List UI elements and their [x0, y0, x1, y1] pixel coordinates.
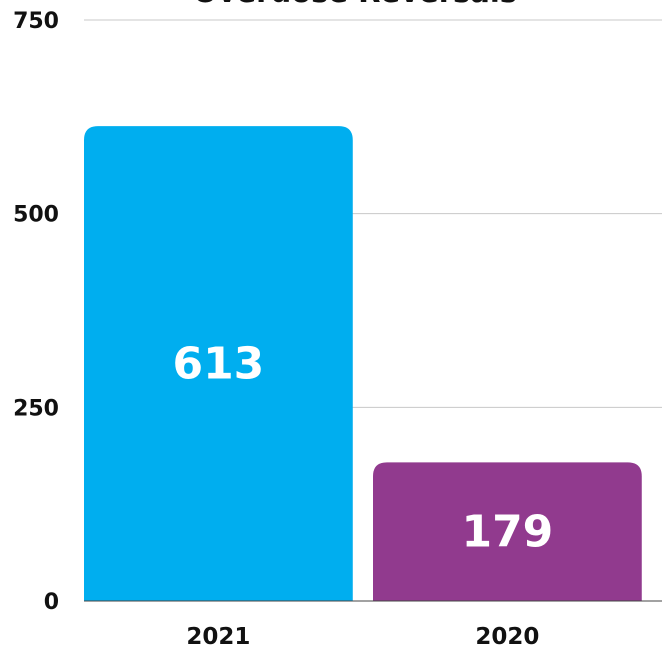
- y-axis-ticks: 0 250 500 750: [13, 9, 59, 615]
- bar-2020: [373, 462, 642, 601]
- bar-2021: [84, 126, 353, 601]
- x-category-label: 2021: [186, 624, 250, 650]
- data-label: 613: [172, 339, 264, 390]
- y-tick-label: 500: [13, 203, 59, 228]
- data-labels: 613 179: [172, 339, 553, 558]
- chart-title: Overdose Reversals: [193, 0, 517, 9]
- y-tick-label: 250: [13, 396, 59, 421]
- data-label: 179: [461, 507, 553, 558]
- bars: [84, 126, 642, 601]
- x-axis-categories: 2021 2020: [186, 624, 539, 650]
- y-tick-label: 750: [13, 9, 59, 34]
- x-category-label: 2020: [475, 624, 539, 650]
- y-tick-label: 0: [44, 590, 59, 615]
